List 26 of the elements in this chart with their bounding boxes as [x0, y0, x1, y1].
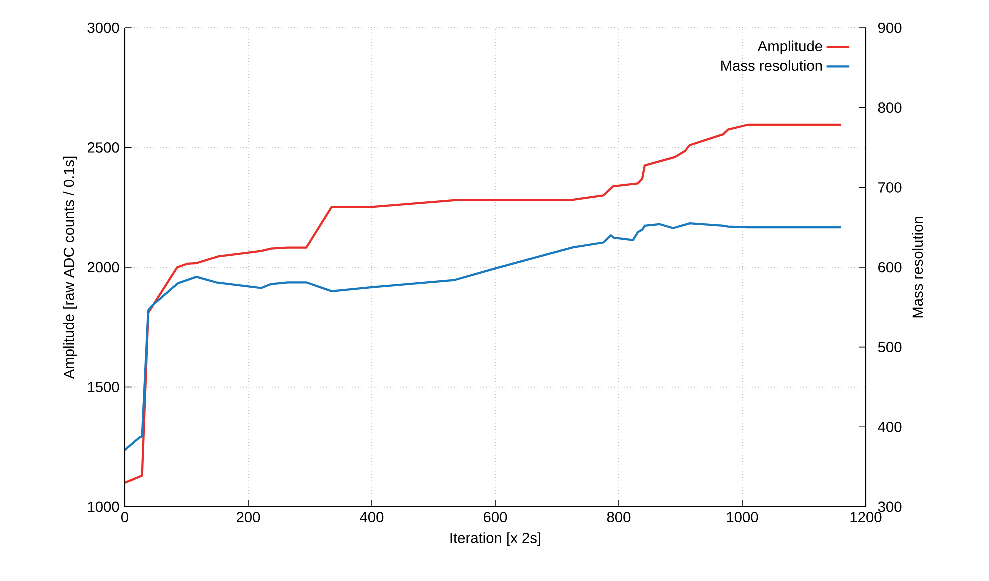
x-tick-label: 1200 — [850, 512, 882, 523]
legend-label: Amplitude — [758, 40, 822, 54]
y-tick-label: 3000 — [88, 22, 120, 34]
legend-label: Mass resolution — [722, 60, 822, 72]
y-axis-title: Amplitude [raw ADC counts / 0.1s] — [64, 156, 78, 380]
x-tick-label: 0 — [121, 512, 128, 523]
x-tick-label: 400 — [360, 512, 384, 523]
y2-tick-label: 300 — [878, 502, 902, 512]
x-tick-label: 600 — [484, 512, 508, 523]
line-series — [125, 124, 842, 484]
y-tick-label: 2000 — [88, 262, 120, 273]
x-tick-label: 800 — [607, 512, 631, 523]
x-axis-title: Iteration [x 2s] — [450, 532, 541, 546]
y-tick-label: 1000 — [88, 502, 120, 512]
y-tick-label: 1500 — [88, 382, 120, 392]
x-tick-label: 200 — [237, 512, 260, 523]
y2-tick-label: 700 — [878, 182, 902, 193]
y-tick-label: 2500 — [88, 142, 120, 153]
y2-tick-label: 500 — [878, 342, 902, 353]
y2-tick-label: 400 — [878, 422, 902, 432]
x-tick-label: 1000 — [727, 512, 758, 523]
y2-axis-title: Mass resolution — [912, 217, 924, 318]
y2-tick-label: 800 — [878, 102, 902, 114]
y2-tick-label: 600 — [878, 262, 902, 273]
line-series — [125, 222, 842, 452]
y2-tick-label: 900 — [878, 22, 902, 34]
